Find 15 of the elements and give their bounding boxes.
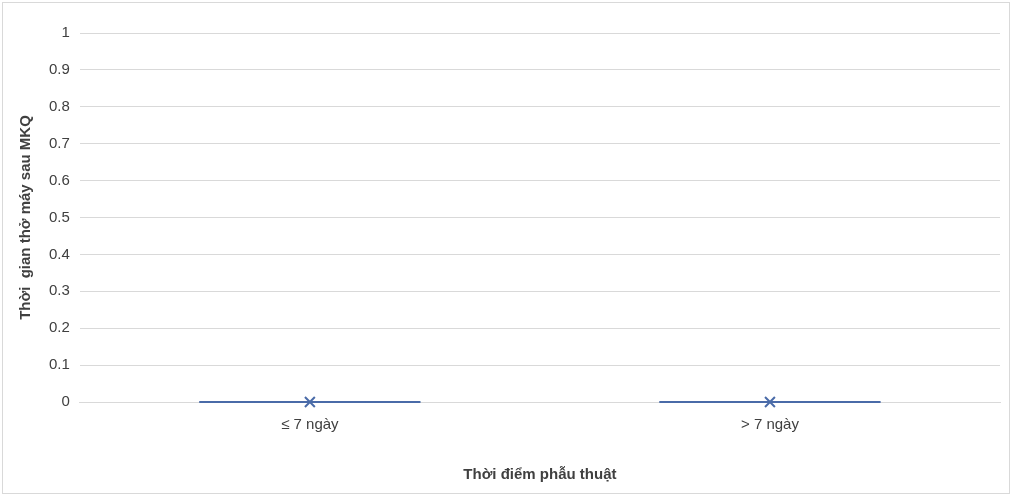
y-tick-label: 1 [61, 23, 70, 41]
x-tick-label: ≤ 7 ngày [281, 415, 340, 433]
y-tick-label: 0.6 [48, 170, 70, 188]
y-tick-label: 0 [61, 392, 70, 410]
y-tick-label: 0.5 [48, 207, 70, 225]
y-tick-label: 0.2 [48, 318, 70, 336]
y-tick-label: 0.3 [48, 281, 70, 299]
y-tick-label: 0.9 [48, 60, 70, 78]
y-tick-label: 0.8 [48, 96, 70, 114]
y-tick-label: 0.4 [48, 244, 70, 262]
y-axis-title: Thời gian thở máy sau MKQ [16, 114, 34, 320]
y-tick-label: 0.7 [48, 133, 70, 151]
x-axis-title: Thời điểm phẫu thuật [463, 465, 617, 483]
x-tick-label: > 7 ngày [740, 415, 800, 433]
y-tick-label: 0.1 [48, 355, 70, 373]
